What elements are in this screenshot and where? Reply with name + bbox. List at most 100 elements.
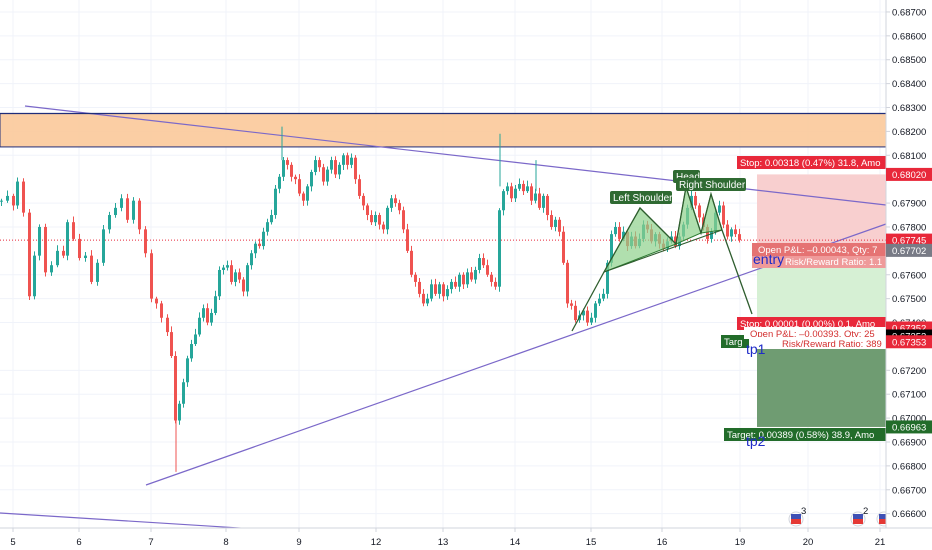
candle-body [522,183,525,192]
candle-body [108,215,111,230]
price-tick-label-3: 0.68400 [892,79,926,90]
candle-body [170,332,173,356]
candle-body [178,403,181,421]
position-1-stop-zone[interactable] [757,174,886,251]
bottom-trendline[interactable] [0,512,273,531]
candle-body [222,267,225,270]
price-axis-bg [886,0,932,550]
candle-body [598,298,601,304]
candle-body [50,265,53,273]
candle-body [120,198,123,208]
candle-body [386,207,389,230]
neckline[interactable] [603,229,723,273]
candle-body [84,255,87,259]
candle-body [394,198,397,204]
candle-body [262,231,265,247]
candle-body [602,293,605,299]
time-axis[interactable]: 5 6 7 8 9 12 13 14 15 16 19 20 21 [0,527,932,550]
price-badge-5: 0.67353 [892,337,926,348]
position-1-rr-bg [752,256,886,268]
candle-body [554,219,557,227]
candle-body [718,205,721,213]
candle-body [518,183,521,189]
candle-body [438,284,441,294]
position-1-target-label-bg [721,335,749,348]
left-shoulder-label: Left Shoulder [613,193,673,204]
candle-body [570,303,573,306]
position-2-target-label: Target: 0.00389 (0.58%) 38.9, Amo [727,430,874,441]
candle-body [526,186,529,192]
price-tick-label-10: 0.67500 [892,294,926,305]
head-label: Head [676,172,700,183]
candle-body [66,222,69,256]
candle-body [44,226,47,273]
position-2-target-zone[interactable] [757,334,886,427]
candle-body [590,317,593,323]
price-tick-label-12: 0.67200 [892,366,926,377]
price-badge-3: 0.67352 [892,324,926,335]
flag-icon-band-bottom [853,519,863,524]
candle-body [534,193,537,201]
candle-body [582,310,585,316]
resistance-zone [0,112,887,148]
price-axis[interactable]: 0.68700 0.68600 0.68500 0.68400 0.68300 0.682… [885,0,932,550]
candle-body [210,312,213,323]
candle-body [458,274,461,287]
time-tick-label-1: 6 [76,537,81,548]
left-shoulder-shape[interactable] [602,207,677,273]
candle-body [530,186,533,201]
candle-body [430,284,433,299]
flag-icon[interactable] [850,511,866,527]
right-shoulder-label-bg [676,178,746,191]
candle-body [498,210,501,287]
price-tick-label-4: 0.68300 [892,103,926,114]
candle-body [182,382,185,404]
candle-body [506,186,509,192]
tp2-label: tp2 [746,433,766,449]
position-1-pnl-bg [752,243,886,256]
candle-body [56,250,59,266]
price-tick-label-15: 0.66900 [892,437,926,448]
time-tick-label-5: 12 [371,537,382,548]
price-tick-label-5: 0.68200 [892,127,926,138]
candle-body [462,274,465,285]
candle-body [132,200,135,220]
candle-body [374,215,377,223]
flag-icon[interactable] [788,511,804,527]
candle-body [0,200,3,202]
right-shoulder-shape[interactable] [700,192,723,234]
candle-body [418,281,421,294]
time-tick-label-10: 19 [735,537,746,548]
price-badge-1-bg [886,233,932,247]
candle-body [166,317,169,333]
price-badge-2: 0.67702 [892,246,926,257]
candle-body [286,160,289,165]
candle-body [454,281,457,287]
candle-body [266,222,269,232]
candle-body [378,215,381,225]
candle-body [358,179,361,196]
candle-body [310,172,313,187]
time-axis-bg [0,528,932,550]
price-tick-label-13: 0.67100 [892,390,926,401]
position-2-pnl-bg [744,327,886,339]
event-count-1: 2 [863,506,868,517]
candle-body [450,281,453,290]
candle-body [442,284,445,297]
candle-body [446,289,449,297]
candle-body [294,176,297,180]
position-2-stop-label-bg [737,317,886,330]
price-badge-1: 0.67745 [892,236,926,247]
flag-icon-band-top [853,514,863,519]
candle-body [234,272,237,282]
position-tools[interactable] [757,174,886,427]
price-badge-0-bg [886,167,932,181]
time-tick-label-9: 16 [657,537,668,548]
candles [0,126,741,472]
price-badge-5-bg [886,335,932,349]
resistance-zone-rect[interactable] [0,112,887,148]
candle-body [302,193,305,201]
candle-body [494,281,497,287]
